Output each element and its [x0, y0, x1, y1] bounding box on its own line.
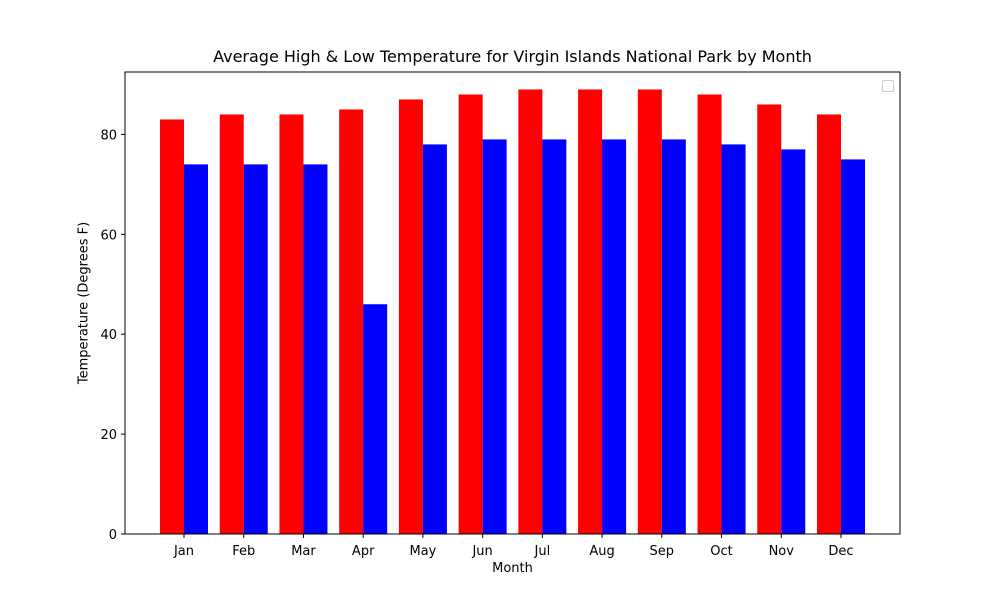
- bar-low-sep: [661, 139, 686, 534]
- bar-high-mar: [279, 114, 304, 535]
- x-tick-label: Dec: [828, 544, 853, 559]
- bar-low-may: [422, 144, 447, 534]
- y-tick-label: 0: [109, 528, 117, 543]
- x-axis-label: Month: [492, 561, 533, 576]
- bar-high-aug: [578, 89, 603, 534]
- plot-frame: [124, 71, 901, 535]
- bar-low-jun: [482, 139, 507, 534]
- bar-low-apr: [363, 304, 388, 534]
- bar-low-jul: [542, 139, 567, 534]
- bar-high-sep: [637, 89, 662, 534]
- bar-low-feb: [243, 164, 268, 534]
- y-tick-label: 60: [100, 228, 117, 243]
- bar-high-apr: [339, 109, 364, 534]
- bar-high-feb: [219, 114, 244, 535]
- y-tick-label: 40: [100, 328, 117, 343]
- y-tick-label: 20: [100, 428, 117, 443]
- x-tick-label: Apr: [352, 544, 375, 559]
- bar-low-oct: [721, 144, 746, 534]
- y-tick-label: 80: [100, 128, 117, 143]
- x-tick-label: Jun: [471, 544, 492, 559]
- x-tick-label: Aug: [589, 544, 614, 559]
- x-tick-label: Nov: [769, 544, 795, 559]
- bars-group: [160, 89, 865, 535]
- bar-high-dec: [817, 114, 841, 535]
- bar-low-aug: [602, 139, 627, 534]
- bar-high-oct: [697, 94, 722, 534]
- axes-group: Jan Feb Mar Apr May Jun Jul Aug Sep Oct Nov Dec 0 20 4…: [100, 71, 901, 559]
- bar-high-jul: [518, 89, 543, 534]
- bar-low-nov: [781, 149, 806, 535]
- bar-high-jan: [160, 119, 184, 535]
- x-tick-label: Oct: [710, 544, 732, 559]
- y-axis-label: Temperature (Degrees F): [76, 221, 92, 385]
- x-tick-label: Feb: [232, 544, 255, 559]
- x-tick-label: Jan: [173, 544, 194, 559]
- x-tick-label: May: [409, 544, 436, 559]
- bar-low-mar: [303, 164, 328, 534]
- bar-high-jun: [458, 94, 483, 534]
- x-tick-label: Mar: [291, 544, 316, 559]
- chart-title: Average High & Low Temperature for Virgi…: [213, 47, 812, 66]
- legend: [882, 80, 894, 92]
- x-tick-label: Jul: [534, 544, 551, 559]
- x-tick-label: Sep: [650, 544, 675, 559]
- bar-high-may: [398, 99, 423, 534]
- bar-high-nov: [757, 104, 782, 534]
- bar-low-jan: [184, 164, 208, 534]
- bar-low-dec: [841, 159, 865, 535]
